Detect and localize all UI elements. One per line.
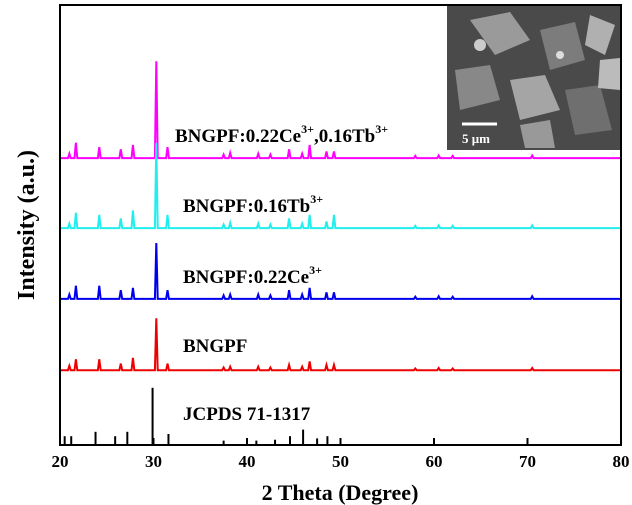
pattern-line <box>60 61 621 160</box>
label-text: BNGPF:0.22Ce <box>183 267 309 288</box>
x-tick-label: 20 <box>52 452 69 471</box>
label-text: BNGPF:0.22Ce <box>175 126 301 147</box>
pattern-label: BNGPF:0.22Ce3+,0.16Tb3+ <box>175 122 388 147</box>
x-tick-label: 30 <box>145 452 162 471</box>
plot-frame <box>59 4 622 446</box>
label-sup: 3+ <box>309 263 322 277</box>
x-tick-label: 80 <box>613 452 630 471</box>
scale-label: 5 μm <box>462 131 490 146</box>
label-sup: 3+ <box>310 192 323 206</box>
pattern-label: JCPDS 71-1317 <box>183 404 311 425</box>
pattern-label: BNGPF:0.22Ce3+ <box>183 263 322 288</box>
x-axis-label: 2 Theta (Degree) <box>262 480 419 505</box>
y-axis-label: Intensity (a.u.) <box>14 150 40 300</box>
pattern-line <box>60 143 621 230</box>
label-text: BNGPF:0.16Tb <box>183 196 310 217</box>
x-tick-label: 50 <box>332 452 349 471</box>
pattern-label: BNGPF:0.16Tb3+ <box>183 192 323 217</box>
inset-image: 5 μm <box>447 5 620 150</box>
x-tick-label: 60 <box>426 452 443 471</box>
x-tick-label: 70 <box>519 452 536 471</box>
label-sup: 3+ <box>375 122 388 136</box>
pattern-label: BNGPF <box>183 336 247 357</box>
label-text: JCPDS 71-1317 <box>183 404 311 425</box>
x-tick-label: 40 <box>239 452 256 471</box>
label-text: ,0.16Tb <box>314 126 375 147</box>
label-sup: 3+ <box>301 122 314 136</box>
label-text: BNGPF <box>183 336 247 357</box>
pattern-line <box>60 243 621 300</box>
pattern-line <box>60 318 621 372</box>
